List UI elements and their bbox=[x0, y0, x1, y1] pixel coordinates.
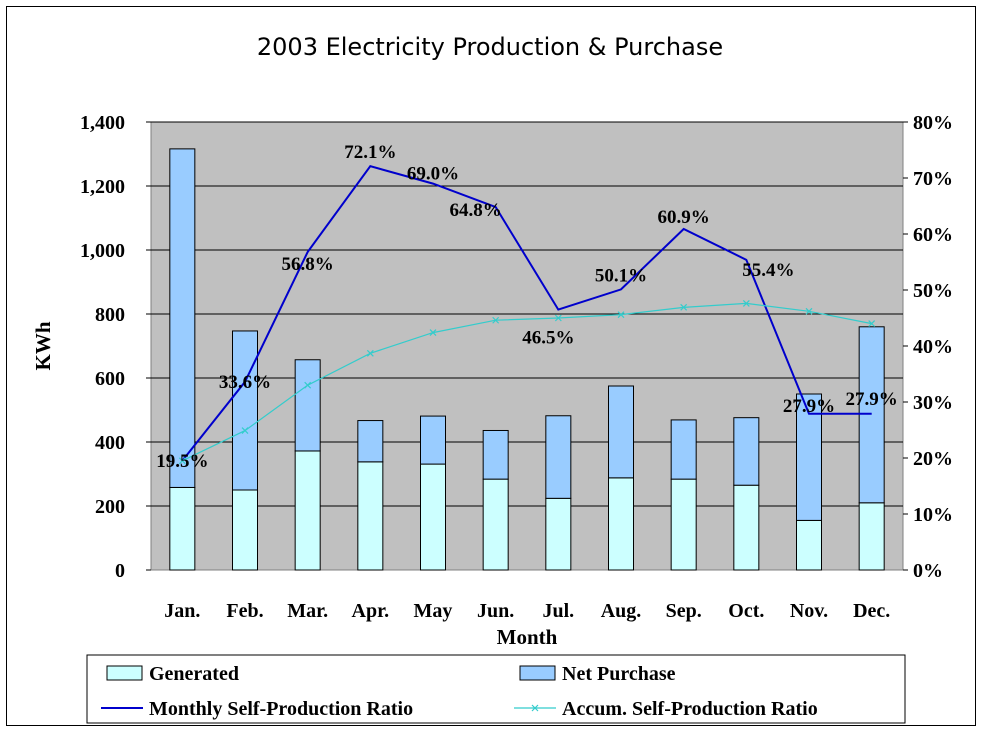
x-tick-label: Jun. bbox=[477, 600, 514, 622]
bar-net-purchase bbox=[294, 359, 321, 452]
bar-net-purchase bbox=[608, 385, 634, 479]
y2-tick-label: 60% bbox=[913, 224, 953, 246]
line-accum-self-production-ratio bbox=[182, 302, 872, 462]
data-labels: 19.5% 33.6% 56.8% 72.1% 69.0% 64.8% 46.5% 50.1%… bbox=[156, 142, 898, 472]
legend-label-monthly-self-production-ratio: Monthly Self-Production Ratio bbox=[149, 698, 413, 720]
bar-generated bbox=[796, 519, 822, 571]
legend-marker bbox=[531, 704, 539, 712]
x-tick-label: Aug. bbox=[601, 600, 642, 622]
axes: 0 200 400 600 800 1,000 1,200 1,400 0% 10% 20% 30% 4… bbox=[80, 112, 953, 622]
y-tick-label: 200 bbox=[95, 496, 125, 518]
accum-ratio-point bbox=[617, 311, 625, 319]
bar-net-purchase bbox=[733, 417, 760, 486]
bar-generated bbox=[733, 484, 760, 571]
accum-ratio-point bbox=[805, 307, 813, 315]
accum-ratio-point bbox=[742, 300, 750, 307]
accum-ratio-point bbox=[680, 303, 688, 311]
accum-ratio-point bbox=[868, 320, 876, 328]
legend-label-generated: Generated bbox=[149, 663, 239, 685]
legend-swatch-net-purchase bbox=[519, 665, 556, 681]
x-tick-label: Mar. bbox=[287, 600, 328, 622]
x-tick-label: Dec. bbox=[853, 600, 890, 622]
bar-net-purchase bbox=[169, 148, 196, 488]
bar-generated bbox=[608, 477, 634, 571]
y2-tick-label: 40% bbox=[913, 336, 953, 358]
monthly-ratio-label: 50.1% bbox=[595, 265, 647, 286]
monthly-ratio-label: 19.5% bbox=[156, 451, 208, 472]
monthly-ratio-label: 33.6% bbox=[219, 372, 271, 393]
monthly-ratio-label: 27.9% bbox=[846, 389, 898, 410]
x-tick-label: Feb. bbox=[226, 600, 263, 622]
x-tick-label: Jan. bbox=[164, 600, 200, 622]
chart-title: 2003 Electricity Production & Purchase bbox=[257, 33, 723, 61]
accum-ratio-point bbox=[366, 349, 374, 357]
bar-generated bbox=[545, 497, 572, 571]
line-monthly-self-production-ratio bbox=[181, 165, 872, 462]
y-tick-label: 0 bbox=[115, 560, 125, 582]
bar-net-purchase bbox=[482, 429, 509, 480]
monthly-ratio-label: 60.9% bbox=[658, 207, 710, 228]
legend-label-accum-self-production-ratio: Accum. Self-Production Ratio bbox=[562, 698, 818, 720]
accum-ratio-point bbox=[178, 457, 186, 465]
monthly-ratio-label: 27.9% bbox=[783, 396, 835, 417]
x-tick-label: Oct. bbox=[728, 600, 764, 622]
legend-swatch-generated bbox=[106, 665, 143, 681]
y-tick-label: 1,200 bbox=[80, 176, 125, 198]
bar-net-purchase bbox=[796, 393, 822, 521]
monthly-ratio-label: 55.4% bbox=[742, 260, 794, 281]
y2-tick-label: 20% bbox=[913, 448, 953, 470]
legend-box bbox=[86, 654, 906, 724]
y-tick-label: 400 bbox=[95, 432, 125, 454]
accum-ratio-point bbox=[304, 381, 312, 389]
bar-generated bbox=[232, 489, 258, 571]
y-tick-label: 800 bbox=[95, 304, 125, 326]
y-tick-label: 1,400 bbox=[80, 112, 125, 134]
monthly-ratio-label: 64.8% bbox=[450, 200, 502, 221]
legend-label-net-purchase: Net Purchase bbox=[562, 663, 676, 685]
y-tick-label: 1,000 bbox=[80, 240, 125, 262]
x-tick-label: Sep. bbox=[666, 600, 702, 622]
y-tick-label: 600 bbox=[95, 368, 125, 390]
bar-generated bbox=[294, 450, 321, 571]
x-tick-label: Jul. bbox=[542, 600, 574, 622]
monthly-ratio-label: 56.8% bbox=[282, 254, 334, 275]
y2-tick-label: 70% bbox=[913, 168, 953, 190]
monthly-ratio-label: 46.5% bbox=[522, 328, 574, 349]
bar-generated bbox=[420, 463, 446, 571]
x-axis-title: Month bbox=[497, 625, 558, 649]
y2-tick-label: 10% bbox=[913, 504, 953, 526]
bar-generated bbox=[858, 502, 885, 571]
monthly-ratio-label: 72.1% bbox=[344, 142, 396, 163]
x-tick-label: May bbox=[414, 600, 453, 622]
x-tick-label: Apr. bbox=[352, 600, 390, 622]
y2-tick-label: 30% bbox=[913, 392, 953, 414]
ratio-lines bbox=[178, 165, 876, 465]
gridlines bbox=[151, 121, 903, 507]
bar-net-purchase bbox=[232, 330, 258, 491]
bar-net-purchase bbox=[670, 419, 697, 480]
accum-ratio-point bbox=[429, 329, 437, 336]
y-axis-title: KWh bbox=[31, 321, 55, 370]
bar-generated bbox=[357, 461, 384, 571]
y2-tick-label: 80% bbox=[913, 112, 953, 134]
accum-ratio-point bbox=[554, 314, 562, 322]
bar-generated bbox=[670, 478, 697, 571]
y2-tick-label: 0% bbox=[913, 560, 943, 582]
bar-net-purchase bbox=[545, 415, 572, 499]
monthly-ratio-label: 69.0% bbox=[407, 164, 459, 185]
y2-tick-label: 50% bbox=[913, 280, 953, 302]
bar-generated bbox=[482, 478, 509, 571]
bars bbox=[169, 148, 885, 571]
bar-net-purchase bbox=[420, 415, 446, 465]
legend: Generated Net Purchase Monthly Self-Produc… bbox=[86, 654, 906, 724]
bar-net-purchase bbox=[357, 420, 384, 463]
plot-area bbox=[150, 121, 904, 571]
x-tick-label: Nov. bbox=[790, 600, 828, 622]
bar-generated bbox=[169, 486, 196, 571]
accum-ratio-point bbox=[241, 427, 249, 434]
accum-ratio-point bbox=[492, 316, 500, 324]
